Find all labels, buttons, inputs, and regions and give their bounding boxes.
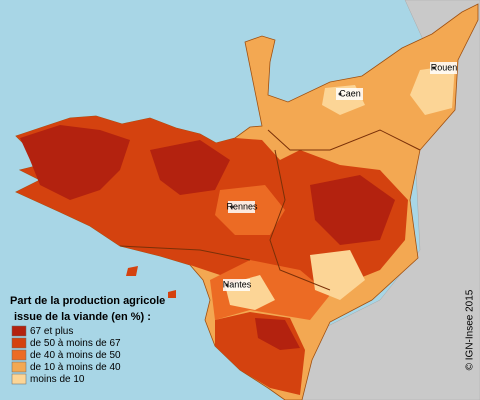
city-dot [432,66,436,70]
city-box [430,62,457,74]
zone-low [410,65,455,115]
island [126,266,138,276]
zone-very-high [20,125,130,200]
legend-label: moins de 10 [30,374,85,385]
city-dot [225,283,229,287]
legend-label: de 50 à moins de 67 [30,338,121,349]
legend-label: 67 et plus [30,326,73,337]
zone-very-high [150,140,230,195]
legend-swatch [11,325,27,337]
city-label: Rennes [226,201,258,211]
island [168,290,176,298]
legend-title: Part de la production agricole [10,295,165,307]
zone-very-high [310,175,395,245]
region-border [269,149,331,291]
legend-label: de 10 à moins de 40 [30,362,121,373]
city-box [228,201,255,213]
zone-very-high [255,318,300,350]
city-label: Caen [339,88,361,98]
legend-swatch [11,373,27,385]
city-dot [338,92,342,96]
city-label: Rouen [431,62,458,72]
legend-swatch [11,337,27,349]
city-box [336,88,363,100]
legend-title: issue de la viande (en %) : [14,311,151,323]
city-dot [230,205,234,209]
cities: Caen Rouen Rennes Nantes [223,62,458,291]
legend-swatch [11,349,27,361]
legend-label: de 40 à moins de 50 [30,350,121,361]
city-label: Nantes [223,279,252,289]
legend: Part de la production agricole issue de … [10,295,165,385]
region-border [119,245,251,261]
region-border [267,129,421,151]
credit: © IGN-Insee 2015 [465,289,476,370]
legend-swatch [11,361,27,373]
city-box [223,279,250,291]
